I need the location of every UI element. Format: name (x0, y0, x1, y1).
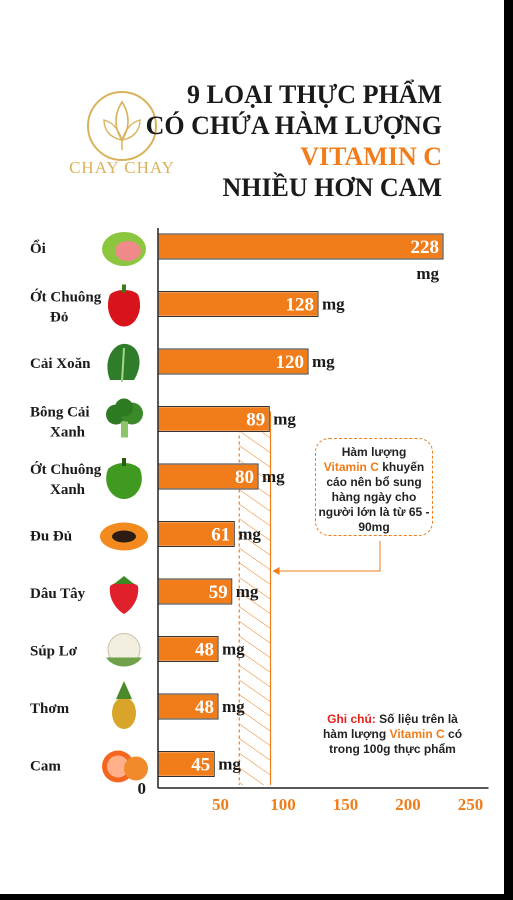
cauliflower-leaves (106, 657, 142, 667)
bar-value-label: 128 (286, 295, 315, 316)
bar-value-label: 89 (246, 410, 265, 431)
bar-value-label: 61 (211, 525, 230, 546)
category-label: Súp Lơ (30, 644, 78, 660)
x-tick-label: 0 (138, 779, 147, 798)
green-bell-pepper-icon (106, 458, 142, 499)
bar-value-label: 80 (235, 467, 254, 488)
pepper-stem (122, 458, 126, 466)
pineapple-icon (112, 681, 136, 729)
footnote-highlight: Vitamin C (389, 727, 445, 741)
orange-icon (102, 750, 148, 783)
category-label: Ổi (30, 239, 46, 257)
orange-flesh (107, 755, 129, 778)
callout-pointer (278, 541, 381, 572)
pepper-body (106, 463, 142, 499)
bar (157, 233, 444, 260)
broccoli-icon (106, 398, 143, 438)
pepper-stem (122, 284, 126, 293)
bar-value-label: 120 (276, 352, 305, 373)
bar-unit-label: mg (416, 264, 439, 283)
bar-unit-label: mg (322, 295, 345, 314)
bar-value-label: 45 (191, 755, 210, 776)
callout-text-1: Hàm lượng (341, 445, 407, 459)
guava-icon (102, 232, 146, 266)
x-tick-label: 200 (395, 795, 421, 814)
bar-value-label: 48 (195, 697, 214, 718)
category-label: Dâu Tây (30, 586, 86, 602)
kale-stem (121, 347, 125, 383)
bar (157, 463, 259, 490)
guava-flesh (115, 241, 141, 261)
broccoli-stem (121, 421, 128, 438)
bar-unit-label: mg (218, 755, 241, 774)
callout-text-2: khuyến cáo nên bổ sung hàng ngày cho ngư… (318, 460, 430, 534)
orange-slice (124, 756, 148, 781)
category-label: Xanh (50, 482, 86, 498)
bar-unit-label: mg (273, 410, 296, 429)
papaya-icon (100, 522, 148, 551)
category-label: Bông Cải (30, 405, 90, 421)
chay-chay-logo (87, 91, 157, 161)
category-label: Ớt Chuông (30, 461, 102, 478)
x-tick-label: 50 (212, 795, 229, 814)
recommendation-callout: Hàm lượng Vitamin C khuyến cáo nên bổ su… (315, 438, 433, 536)
bar-value-label: 228 (411, 237, 440, 258)
bar-unit-label: mg (312, 352, 335, 371)
callout-highlight: Vitamin C (323, 460, 379, 474)
red-bell-pepper-icon (107, 284, 141, 327)
strawberry-leaves (114, 576, 134, 584)
pineapple-crown (116, 681, 132, 699)
kale-icon (107, 343, 140, 383)
title-line-4: NHIỀU HƠN CAM (222, 173, 442, 202)
pineapple-body (112, 697, 136, 729)
category-label: Cải Xoăn (30, 356, 91, 372)
bar-unit-label: mg (238, 525, 261, 544)
bar-value-label: 59 (209, 582, 228, 603)
footnote-label: Ghi chú: (327, 712, 376, 726)
vitamin-c-bar-chart: 228 mg Ổi 128 mg Ớt Chuông Đỏ 120 mg Cải Xoăn 89 mg… (30, 228, 489, 814)
x-tick-label: 100 (270, 795, 296, 814)
brand-name: CHAY CHAY (69, 158, 175, 177)
footnote: Ghi chú: Số liệu trên là hàm lượng Vitam… (320, 712, 465, 757)
footnote-text-1: Số liệu trên là hàm lượng (322, 712, 458, 741)
bar-unit-label: mg (236, 582, 259, 601)
category-label: Đu Đủ (30, 529, 72, 545)
bar (157, 290, 319, 318)
bar-unit-label: mg (222, 640, 245, 659)
footnote-text-2: có trong 100g thực phẩm (329, 727, 463, 756)
bar-unit-label: mg (222, 697, 245, 716)
title-line-3: VITAMIN C (300, 142, 442, 171)
bar-value-label: 48 (195, 640, 214, 661)
category-label: Thơm (30, 701, 70, 717)
category-label: Ớt Chuông (30, 289, 102, 306)
floret (115, 398, 133, 417)
title-line-1: 9 LOẠI THỰC PHẨM (187, 80, 442, 109)
callout-arrowhead (272, 567, 280, 575)
category-label: Đỏ (50, 310, 68, 326)
bar-unit-label: mg (262, 467, 285, 486)
cauliflower-icon (106, 633, 142, 667)
infographic: CHAY CHAY 9 LOẠI THỰC PHẨM CÓ CHỨA HÀM L… (0, 0, 504, 894)
strawberry-body (109, 581, 139, 614)
strawberry-icon (109, 576, 139, 614)
papaya-seeds (112, 530, 136, 543)
category-label: Xanh (50, 425, 86, 441)
pepper-body (107, 290, 141, 327)
title-line-2: CÓ CHỨA HÀM LƯỢNG (145, 111, 442, 140)
category-label: Cam (30, 759, 61, 775)
x-tick-label: 250 (458, 795, 484, 814)
x-tick-label: 150 (333, 795, 359, 814)
